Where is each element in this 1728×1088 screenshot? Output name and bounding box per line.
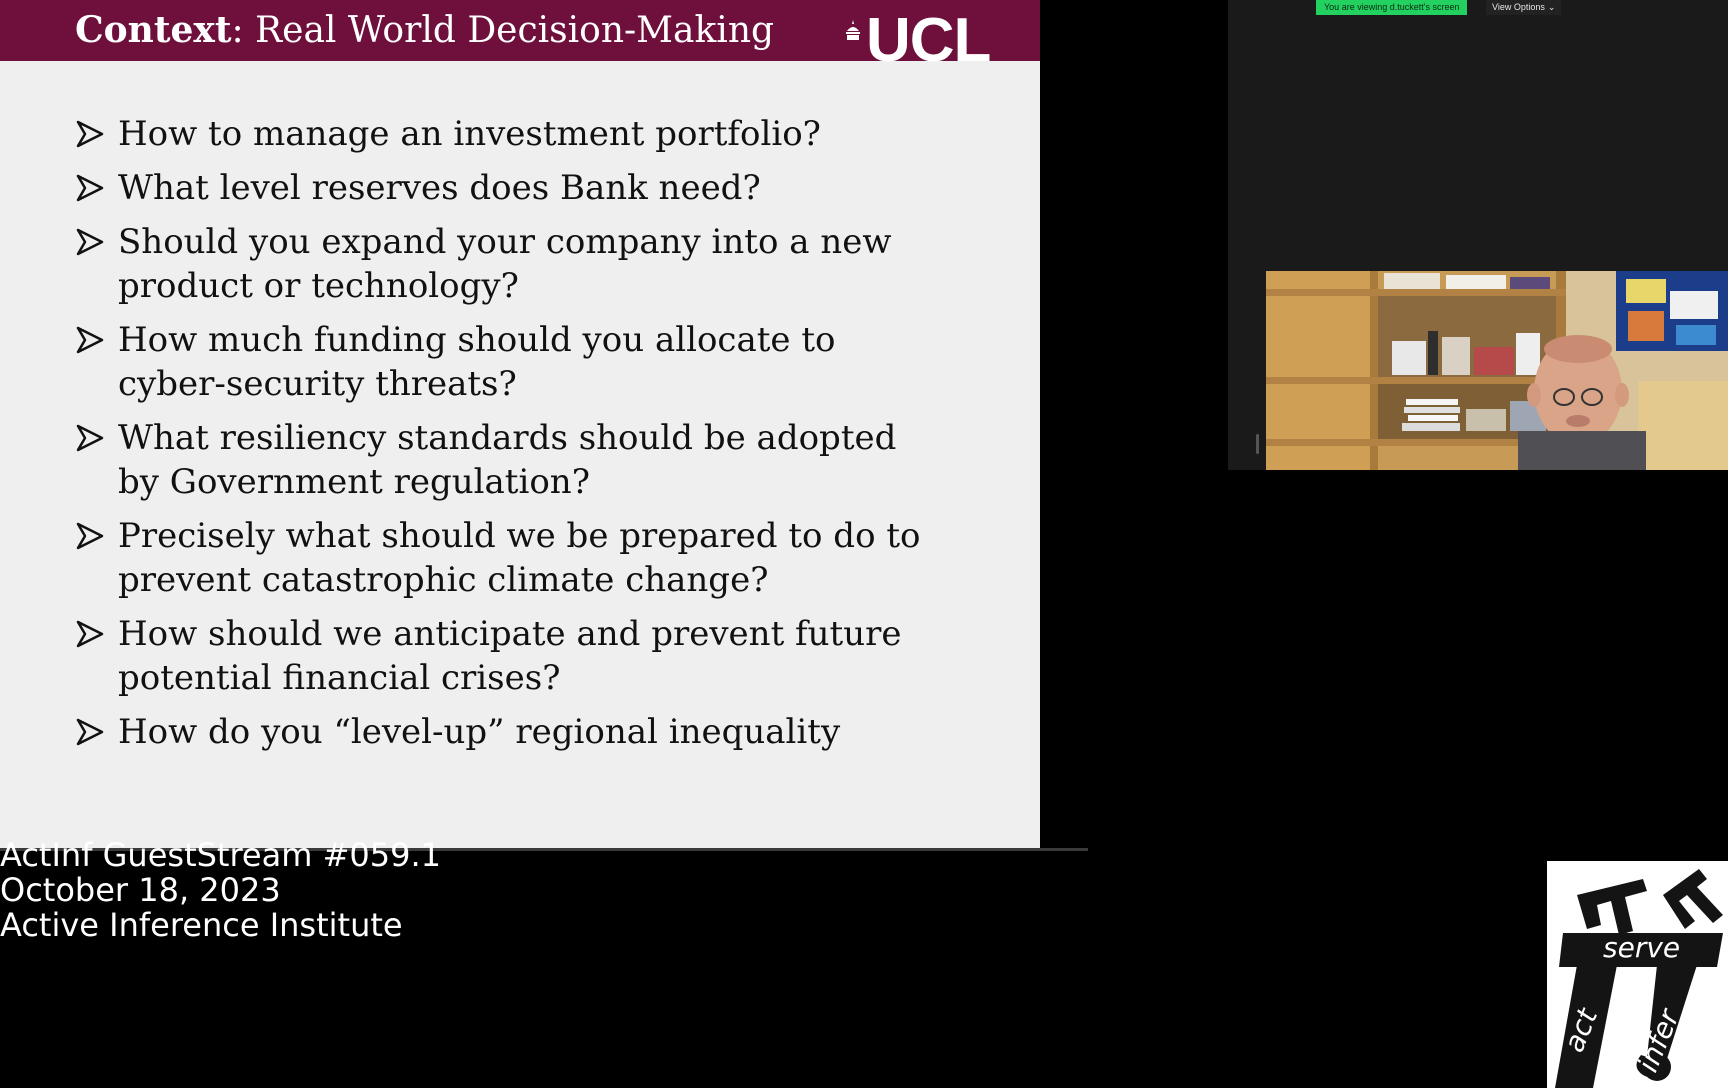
bullet-item: Should you expand your company into a ne…	[76, 220, 976, 308]
bullet-text: potential financial crises?	[118, 658, 561, 698]
bullet-text: How much funding should you allocate to	[118, 320, 836, 360]
viewing-screen-banner: You are viewing d.tuckett's screen	[1316, 0, 1468, 15]
slide-title-strong: Context	[75, 9, 232, 51]
stream-title: ActInf GuestStream #059.1	[0, 836, 441, 874]
slide-header: Context: Real World Decision-Making UCL	[0, 0, 1040, 66]
participant-video-tile[interactable]	[1266, 271, 1728, 470]
arrowhead-bullet-icon	[76, 620, 104, 648]
bullet-item: What resiliency standards should be adop…	[76, 416, 976, 504]
ucl-wordmark: UCL	[866, 10, 991, 66]
panel-resize-handle[interactable]	[1256, 434, 1259, 454]
bullet-text: How do you “level-up” regional inequalit…	[118, 712, 841, 752]
participant-video-image	[1266, 271, 1728, 470]
slide-divider	[0, 848, 1088, 851]
bullet-text: cyber-security threats?	[118, 364, 517, 404]
arrowhead-bullet-icon	[76, 718, 104, 746]
slide-title: Context: Real World Decision-Making	[75, 8, 774, 53]
view-options-label: View Options	[1492, 2, 1545, 12]
arrowhead-bullet-icon	[76, 120, 104, 148]
arrowhead-bullet-icon	[76, 228, 104, 256]
bullet-text: How to manage an investment portfolio?	[118, 114, 821, 154]
bullet-text: Precisely what should we be prepared to …	[118, 516, 921, 556]
bullet-text: by Government regulation?	[118, 462, 590, 502]
bullet-item: How do you “level-up” regional inequalit…	[76, 710, 976, 754]
bullet-text: What resiliency standards should be adop…	[118, 418, 897, 458]
bullet-text: product or technology?	[118, 266, 519, 306]
active-inference-institute-logo: serve act infer	[1547, 861, 1728, 1088]
arrowhead-bullet-icon	[76, 522, 104, 550]
stream-organization: Active Inference Institute	[0, 906, 403, 944]
logo-word-serve: serve	[1603, 931, 1681, 964]
bullet-list: How to manage an investment portfolio? Wh…	[76, 112, 976, 764]
arrowhead-bullet-icon	[76, 326, 104, 354]
shared-slide: Context: Real World Decision-Making UCL …	[0, 0, 1040, 848]
arrowhead-bullet-icon	[76, 424, 104, 452]
bullet-item: How much funding should you allocate to c…	[76, 318, 976, 406]
bullet-item: What level reserves does Bank need?	[76, 166, 976, 210]
bullet-item: How should we anticipate and prevent fut…	[76, 612, 976, 700]
bullet-item: Precisely what should we be prepared to …	[76, 514, 976, 602]
stream-date: October 18, 2023	[0, 871, 281, 909]
bullet-text: prevent catastrophic climate change?	[118, 560, 769, 600]
bullet-text: How should we anticipate and prevent fut…	[118, 614, 902, 654]
view-options-button[interactable]: View Options ⌄	[1486, 0, 1562, 15]
arrowhead-bullet-icon	[76, 174, 104, 202]
ucl-logo: UCL	[844, 10, 1004, 66]
bullet-text: Should you expand your company into a ne…	[118, 222, 892, 262]
institute-logo-mark-icon	[1555, 869, 1723, 1088]
zoom-participant-panel: You are viewing d.tuckett's screen View …	[1228, 0, 1728, 470]
bullet-text: What level reserves does Bank need?	[118, 168, 761, 208]
chevron-down-icon: ⌄	[1547, 2, 1556, 12]
ucl-dome-icon	[846, 20, 860, 40]
bullet-item: How to manage an investment portfolio?	[76, 112, 976, 156]
slide-title-rest: : Real World Decision-Making	[231, 10, 775, 51]
stream-caption: ActInf GuestStream #059.1 October 18, 20…	[0, 838, 441, 943]
